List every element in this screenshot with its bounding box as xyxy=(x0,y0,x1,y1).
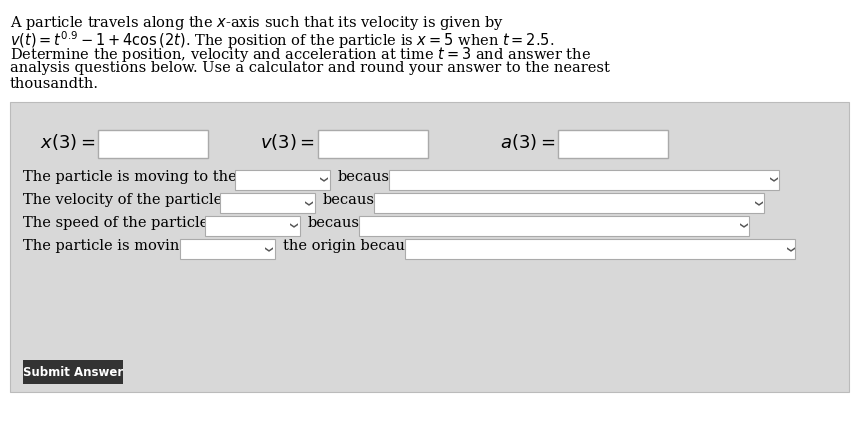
FancyBboxPatch shape xyxy=(358,216,748,236)
Text: The particle is moving to the: The particle is moving to the xyxy=(23,170,237,184)
FancyBboxPatch shape xyxy=(374,193,764,213)
FancyBboxPatch shape xyxy=(10,102,849,392)
Text: because: because xyxy=(323,193,384,207)
Text: because: because xyxy=(338,170,399,184)
Text: ❯: ❯ xyxy=(768,176,777,183)
Text: The speed of the particle: The speed of the particle xyxy=(23,216,208,230)
Text: $x(3) =$: $x(3) =$ xyxy=(40,132,95,152)
Text: Determine the position, velocity and acceleration at time $t = 3$ and answer the: Determine the position, velocity and acc… xyxy=(10,45,591,64)
Text: The particle is moving: The particle is moving xyxy=(23,239,189,253)
Text: because: because xyxy=(308,216,369,230)
FancyBboxPatch shape xyxy=(98,130,208,158)
FancyBboxPatch shape xyxy=(388,170,778,190)
FancyBboxPatch shape xyxy=(405,239,795,259)
FancyBboxPatch shape xyxy=(558,130,668,158)
Text: ❯: ❯ xyxy=(288,222,296,229)
Text: ❯: ❯ xyxy=(263,245,271,252)
FancyBboxPatch shape xyxy=(220,193,315,213)
Text: ❯: ❯ xyxy=(753,199,762,206)
FancyBboxPatch shape xyxy=(180,239,275,259)
Text: the origin because: the origin because xyxy=(283,239,421,253)
Text: $a(3) =$: $a(3) =$ xyxy=(500,132,555,152)
Text: $v(3) =$: $v(3) =$ xyxy=(260,132,315,152)
Text: ❯: ❯ xyxy=(784,245,794,252)
FancyBboxPatch shape xyxy=(318,130,428,158)
Text: $v(t) = t^{0.9} - 1 + 4\cos{(2t)}$. The position of the particle is $x = 5$ when: $v(t) = t^{0.9} - 1 + 4\cos{(2t)}$. The … xyxy=(10,29,554,51)
Text: ❯: ❯ xyxy=(302,199,312,206)
Text: analysis questions below. Use a calculator and round your answer to the nearest: analysis questions below. Use a calculat… xyxy=(10,61,610,75)
Text: ❯: ❯ xyxy=(318,176,326,183)
Text: The velocity of the particle: The velocity of the particle xyxy=(23,193,222,207)
FancyBboxPatch shape xyxy=(23,360,123,384)
FancyBboxPatch shape xyxy=(205,216,300,236)
Text: thousandth.: thousandth. xyxy=(10,77,99,91)
Text: A particle travels along the $x$-axis such that its velocity is given by: A particle travels along the $x$-axis su… xyxy=(10,14,504,32)
Text: ❯: ❯ xyxy=(738,222,747,229)
FancyBboxPatch shape xyxy=(235,170,330,190)
Text: Submit Answer: Submit Answer xyxy=(23,366,123,378)
